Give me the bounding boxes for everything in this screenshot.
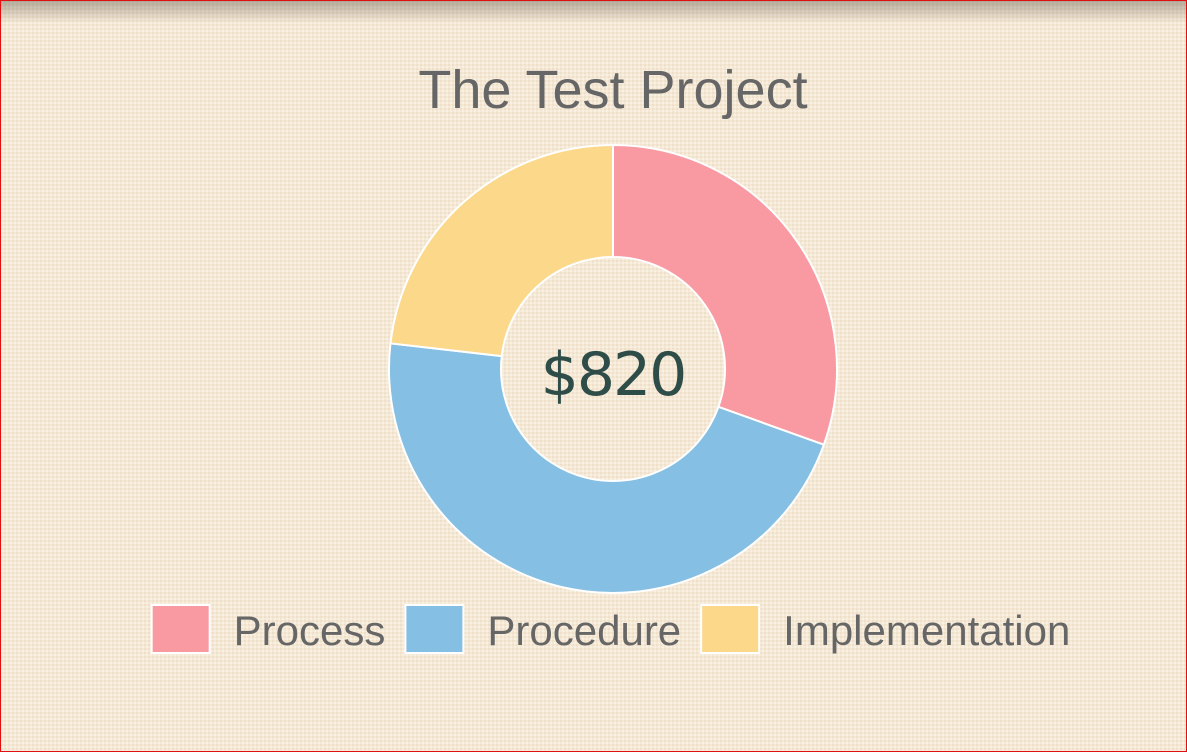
slice-procedure[interactable] (388, 342, 826, 594)
center-total-label: $820 (541, 340, 686, 410)
legend-label-process: Process (234, 607, 386, 654)
legend-swatch-process (150, 604, 211, 654)
legend-swatch-procedure (404, 604, 465, 654)
doughnut-slices (388, 143, 838, 594)
slice-implementation[interactable] (389, 143, 614, 358)
legend-item-process[interactable]: Process (150, 604, 386, 654)
legend-item-implementation[interactable]: Implementation (700, 604, 1070, 654)
window-top-shadow (1, 1, 1186, 23)
legend-label-procedure: Procedure (487, 607, 681, 654)
legend-swatch-implementation (700, 604, 761, 654)
chart-title: The Test Project (418, 60, 807, 120)
legend-item-procedure[interactable]: Procedure (404, 604, 681, 654)
legend-label-implementation: Implementation (783, 607, 1070, 654)
chart-legend: Process Procedure Implementation (150, 604, 1070, 654)
slice-process[interactable] (612, 143, 838, 446)
